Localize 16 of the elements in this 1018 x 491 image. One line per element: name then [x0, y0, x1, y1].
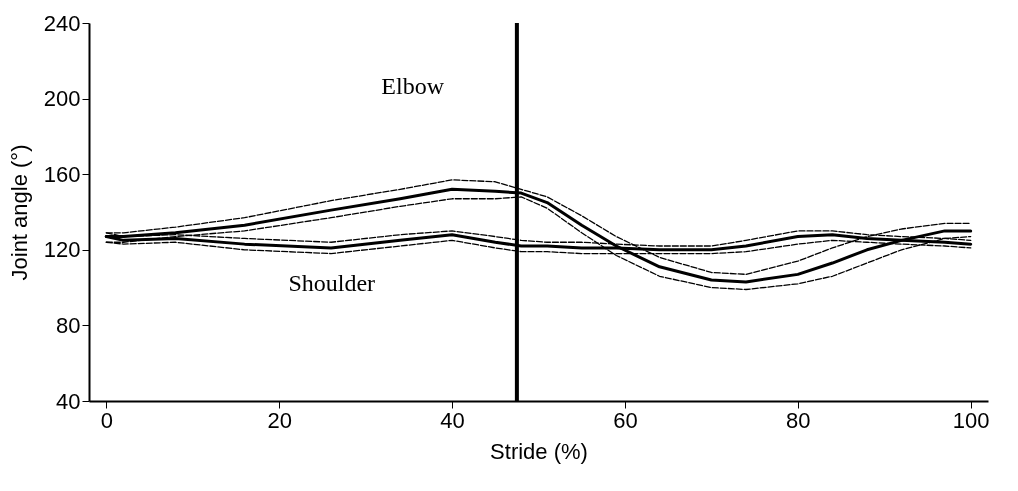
y-tick-label: 240 — [43, 10, 81, 36]
y-tick-label: 160 — [43, 161, 81, 187]
y-tick-label: 200 — [43, 86, 81, 112]
annotation: Elbow — [381, 73, 445, 100]
y-tick-label: 40 — [56, 388, 81, 414]
x-tick-label: 60 — [613, 407, 638, 433]
y-tick-label: 80 — [56, 312, 81, 338]
y-tick-label: 120 — [43, 237, 81, 263]
x-axis-title: Stride (%) — [490, 438, 588, 464]
y-axis-title: Joint angle (°) — [6, 144, 32, 281]
x-tick-label: 40 — [440, 407, 465, 433]
x-tick-label: 0 — [100, 407, 113, 433]
x-tick-label: 80 — [786, 407, 811, 433]
x-tick-label: 20 — [267, 407, 292, 433]
annotation: Shoulder — [288, 269, 376, 296]
x-tick-label: 100 — [952, 407, 990, 433]
